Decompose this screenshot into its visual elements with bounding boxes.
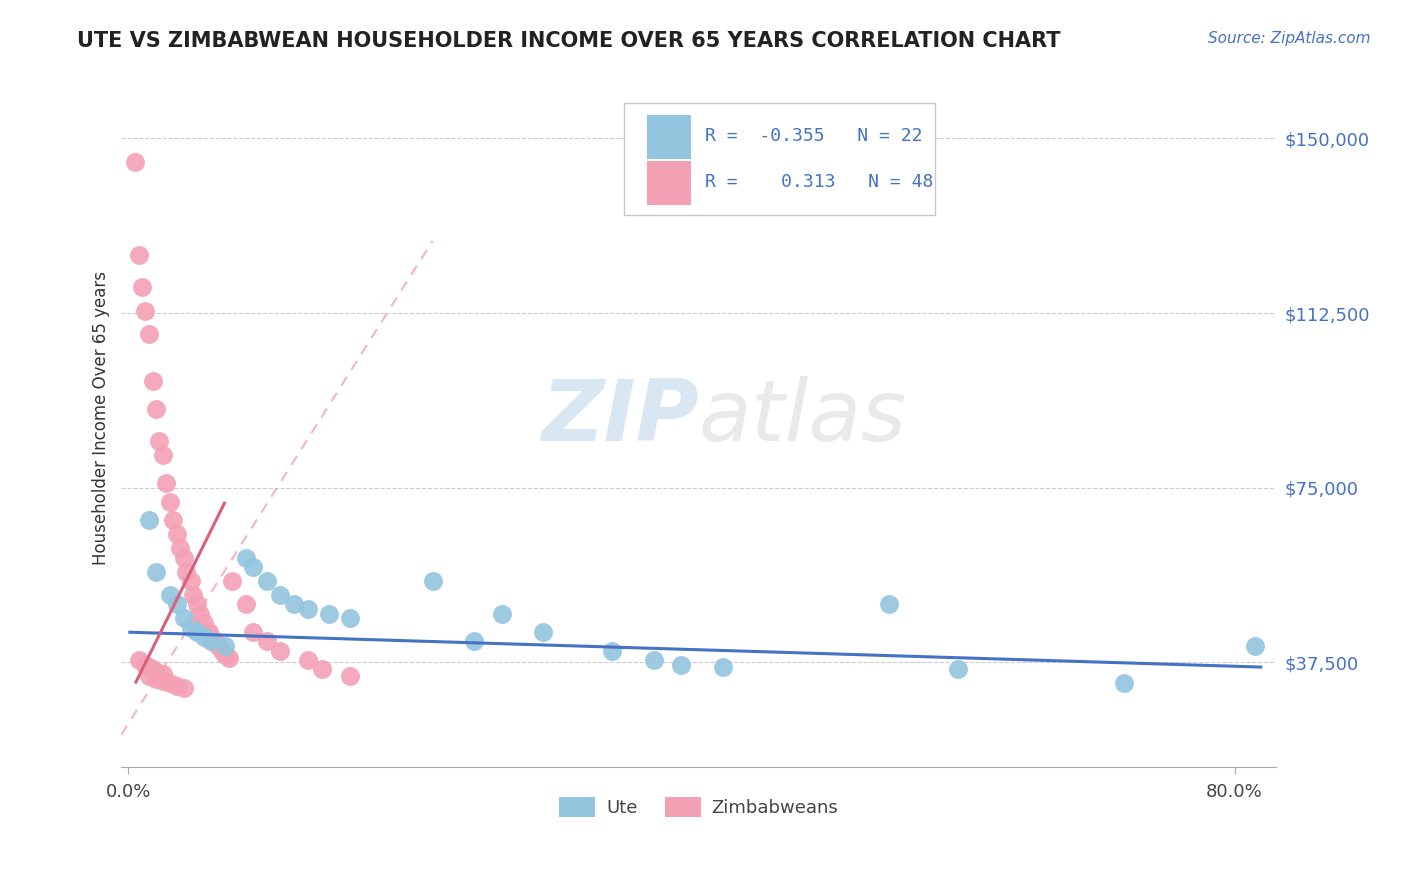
Point bbox=[339, 611, 361, 625]
Point bbox=[256, 574, 278, 588]
Point bbox=[128, 248, 150, 262]
Point bbox=[242, 625, 264, 640]
Point bbox=[211, 644, 233, 658]
Point bbox=[152, 448, 174, 462]
Point bbox=[711, 660, 734, 674]
Point bbox=[159, 676, 181, 690]
Point bbox=[602, 644, 624, 658]
Point bbox=[142, 374, 165, 388]
Point bbox=[207, 639, 229, 653]
Legend: Ute, Zimbabweans: Ute, Zimbabweans bbox=[553, 789, 845, 824]
Text: UTE VS ZIMBABWEAN HOUSEHOLDER INCOME OVER 65 YEARS CORRELATION CHART: UTE VS ZIMBABWEAN HOUSEHOLDER INCOME OVE… bbox=[77, 31, 1062, 51]
Point bbox=[491, 607, 513, 621]
Point bbox=[311, 662, 333, 676]
Point bbox=[643, 653, 665, 667]
Bar bbox=[647, 161, 690, 205]
Point bbox=[138, 513, 160, 527]
Point bbox=[142, 662, 165, 676]
Point bbox=[197, 625, 219, 640]
Point bbox=[159, 588, 181, 602]
Point bbox=[138, 660, 160, 674]
Point bbox=[193, 630, 215, 644]
Point bbox=[134, 303, 156, 318]
Point bbox=[204, 634, 226, 648]
Point bbox=[180, 620, 202, 634]
Point bbox=[422, 574, 444, 588]
Point bbox=[1244, 639, 1267, 653]
Point bbox=[186, 597, 208, 611]
Point bbox=[242, 560, 264, 574]
Point bbox=[145, 665, 167, 679]
Point bbox=[180, 574, 202, 588]
Point bbox=[166, 597, 188, 611]
Point bbox=[297, 602, 319, 616]
Point bbox=[269, 588, 291, 602]
Point bbox=[188, 607, 211, 621]
Text: R =    0.313   N = 48: R = 0.313 N = 48 bbox=[704, 173, 934, 191]
Text: Source: ZipAtlas.com: Source: ZipAtlas.com bbox=[1208, 31, 1371, 46]
Text: R =  -0.355   N = 22: R = -0.355 N = 22 bbox=[704, 127, 922, 145]
Point bbox=[214, 639, 236, 653]
Point bbox=[145, 565, 167, 579]
Point bbox=[221, 574, 243, 588]
Point bbox=[318, 607, 340, 621]
Point bbox=[193, 615, 215, 630]
Bar bbox=[647, 115, 690, 159]
Point bbox=[166, 679, 188, 693]
Text: ZIP: ZIP bbox=[541, 376, 699, 459]
Point bbox=[134, 657, 156, 672]
Point bbox=[162, 513, 184, 527]
Point bbox=[671, 657, 693, 672]
Point bbox=[138, 326, 160, 341]
Point bbox=[531, 625, 554, 640]
FancyBboxPatch shape bbox=[624, 103, 935, 215]
Point bbox=[159, 494, 181, 508]
Point bbox=[235, 597, 257, 611]
Point bbox=[166, 527, 188, 541]
Point bbox=[235, 550, 257, 565]
Point bbox=[145, 401, 167, 416]
Point bbox=[283, 597, 305, 611]
Point bbox=[173, 681, 195, 695]
Point bbox=[297, 653, 319, 667]
Point bbox=[152, 667, 174, 681]
Point bbox=[877, 597, 900, 611]
Point bbox=[218, 650, 240, 665]
Point bbox=[152, 674, 174, 689]
Point bbox=[946, 662, 969, 676]
Point bbox=[124, 154, 146, 169]
Point bbox=[269, 644, 291, 658]
Point bbox=[176, 565, 198, 579]
Point bbox=[183, 588, 205, 602]
Point bbox=[339, 669, 361, 683]
Point bbox=[148, 434, 170, 449]
Point bbox=[155, 476, 177, 491]
Point bbox=[131, 280, 153, 294]
Y-axis label: Householder Income Over 65 years: Householder Income Over 65 years bbox=[93, 271, 110, 565]
Point bbox=[256, 634, 278, 648]
Point bbox=[200, 634, 222, 648]
Point bbox=[463, 634, 485, 648]
Point bbox=[169, 541, 191, 556]
Point bbox=[138, 669, 160, 683]
Point bbox=[214, 648, 236, 663]
Point bbox=[145, 672, 167, 686]
Point bbox=[1112, 676, 1135, 690]
Text: atlas: atlas bbox=[699, 376, 907, 459]
Point bbox=[186, 625, 208, 640]
Point bbox=[128, 653, 150, 667]
Point bbox=[173, 611, 195, 625]
Point bbox=[200, 630, 222, 644]
Point bbox=[173, 550, 195, 565]
